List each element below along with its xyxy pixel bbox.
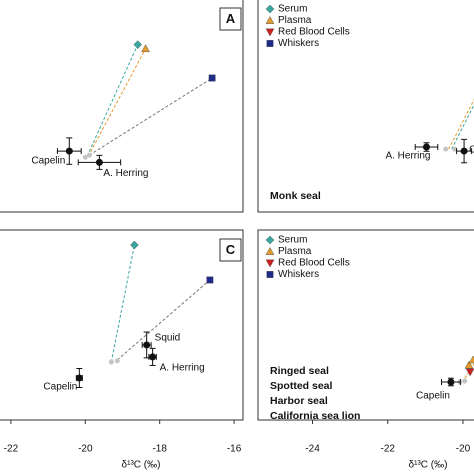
x-tick-label: -24 xyxy=(305,444,320,455)
prey-label: Capelin xyxy=(416,391,450,402)
panel: Capelin xyxy=(416,355,474,402)
prey-label: Capelin xyxy=(43,382,77,393)
annotation: California sea lion xyxy=(270,410,360,422)
marker xyxy=(266,40,274,47)
marker xyxy=(208,74,216,82)
legend-label: Red Blood Cells xyxy=(278,27,350,38)
x-tick-label: -18 xyxy=(152,444,167,455)
marker xyxy=(265,247,275,255)
mixing-line xyxy=(116,279,211,361)
prey-point xyxy=(447,378,455,386)
mixing-line xyxy=(89,77,213,156)
mixing-line xyxy=(110,244,135,363)
panel: Squid A. Herring Capelin xyxy=(43,240,214,393)
mixing-point xyxy=(443,146,449,152)
marker xyxy=(265,259,275,268)
marker xyxy=(130,240,139,250)
marker xyxy=(265,235,275,245)
annotation: Spotted seal xyxy=(270,380,333,392)
legend-label: Red Blood Cells xyxy=(278,258,350,269)
panel-frame xyxy=(0,229,244,421)
marker xyxy=(464,360,474,369)
x-tick-label: -22 xyxy=(381,444,396,455)
legend-label: Serum xyxy=(278,4,307,15)
x-axis-title: δ¹³C (‰) xyxy=(409,460,448,471)
legend-label: Whiskers xyxy=(278,269,319,280)
x-tick-label: -20 xyxy=(78,444,93,455)
legend-label: Serum xyxy=(278,235,307,246)
mixing-point xyxy=(114,358,120,364)
panel-label: C xyxy=(226,242,236,257)
panel-label-box xyxy=(219,238,242,262)
prey-point xyxy=(95,158,103,166)
panel: A. Herring Capelin xyxy=(385,98,474,164)
x-tick-label: -22 xyxy=(4,444,19,455)
mixing-point xyxy=(462,378,468,384)
prey-point xyxy=(75,374,83,382)
annotation: Monk seal xyxy=(270,190,321,202)
mixing-line xyxy=(448,98,474,150)
marker xyxy=(265,16,275,24)
mixing-line xyxy=(464,363,474,379)
marker xyxy=(265,4,275,14)
prey-label: Squid xyxy=(155,333,181,344)
marker xyxy=(265,28,275,37)
legend-label: Whiskers xyxy=(278,38,319,49)
panel-label: A xyxy=(226,11,236,26)
mixing-line xyxy=(451,103,474,150)
prey-point xyxy=(422,143,430,151)
prey-label: A. Herring xyxy=(160,363,205,374)
marker xyxy=(133,40,143,49)
marker xyxy=(465,368,474,377)
annotation: Ringed seal xyxy=(270,365,329,377)
mixing-point xyxy=(86,152,92,158)
mixing-line xyxy=(87,48,146,157)
panel-frame xyxy=(0,0,244,213)
prey-label: A. Herring xyxy=(103,168,148,179)
mixing-point xyxy=(452,146,458,152)
prey-point xyxy=(460,147,468,155)
x-tick-label: -16 xyxy=(227,444,242,455)
mixing-point xyxy=(82,154,88,160)
panel-frame xyxy=(257,0,474,213)
marker xyxy=(266,271,274,278)
prey-point xyxy=(149,353,157,361)
panel-frame xyxy=(257,229,474,421)
mixing-line xyxy=(86,44,139,157)
prey-point xyxy=(65,147,73,155)
annotation: Harbor seal xyxy=(270,395,328,407)
prey-label: A. Herring xyxy=(385,151,430,162)
legend-label: Plasma xyxy=(278,246,312,257)
legend-label: Plasma xyxy=(278,15,312,26)
panel: Capelin A. Herring xyxy=(31,40,216,179)
marker xyxy=(206,276,214,284)
prey-point xyxy=(143,341,151,349)
marker xyxy=(468,355,474,364)
panel-label-box xyxy=(219,7,242,31)
marker xyxy=(141,44,150,53)
prey-label: Capelin xyxy=(31,156,65,167)
mixing-point xyxy=(108,359,114,365)
x-tick-label: -20 xyxy=(456,444,471,455)
prey-label: Capelin xyxy=(469,145,474,156)
x-axis-title: δ¹³C (‰) xyxy=(122,460,161,471)
